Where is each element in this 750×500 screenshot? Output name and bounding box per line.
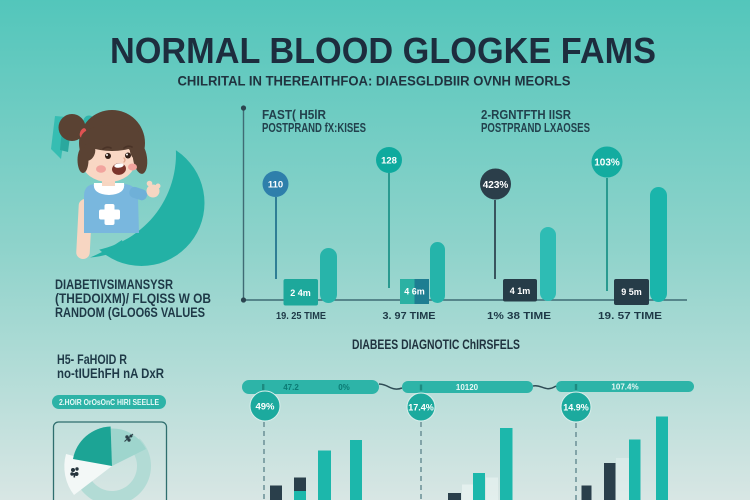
svg-text:19. 25 TIME: 19. 25 TIME bbox=[276, 310, 326, 322]
svg-text:19. 57 TIME: 19. 57 TIME bbox=[598, 310, 662, 322]
svg-text:no-tIUEhFH nA DxR: no-tIUEhFH nA DxR bbox=[57, 366, 164, 381]
svg-text:DIABEES DIAGNOTIC ChIRSFELS: DIABEES DIAGNOTIC ChIRSFELS bbox=[352, 336, 520, 352]
svg-text:17.4%: 17.4% bbox=[408, 403, 434, 413]
svg-text:NORMAL BLOOD GLOGKE FAMS: NORMAL BLOOD GLOGKE FAMS bbox=[110, 30, 656, 71]
svg-text:FAST( H5lR: FAST( H5lR bbox=[262, 108, 326, 122]
svg-text:RANDOM (GLOO6S VALUES: RANDOM (GLOO6S VALUES bbox=[55, 305, 205, 320]
svg-text:10120: 10120 bbox=[456, 383, 479, 392]
svg-text:423%: 423% bbox=[483, 180, 509, 191]
svg-text:4 6m: 4 6m bbox=[404, 287, 425, 297]
svg-text:0%: 0% bbox=[338, 383, 350, 392]
svg-text:103%: 103% bbox=[594, 158, 620, 169]
svg-text:9 5m: 9 5m bbox=[621, 287, 642, 297]
svg-text:110: 110 bbox=[268, 180, 283, 191]
svg-text:107.4%: 107.4% bbox=[611, 383, 638, 392]
svg-text:DIABETIVSIMANSYSR: DIABETIVSIMANSYSR bbox=[55, 277, 173, 292]
svg-text:(THEDOIXM)/ FLQISS W OB: (THEDOIXM)/ FLQISS W OB bbox=[55, 291, 211, 306]
svg-text:3. 97 TIME: 3. 97 TIME bbox=[383, 310, 436, 322]
svg-text:14.9%: 14.9% bbox=[563, 403, 589, 413]
svg-text:2 4m: 2 4m bbox=[290, 288, 311, 298]
svg-text:1% 38 TIME: 1% 38 TIME bbox=[487, 310, 551, 322]
svg-text:2.HOlR OrOsOnC HIRI SEELLE: 2.HOlR OrOsOnC HIRI SEELLE bbox=[59, 398, 160, 407]
svg-text:POSTPRAND LXAOSES: POSTPRAND LXAOSES bbox=[481, 121, 590, 135]
svg-text:47.2: 47.2 bbox=[283, 383, 299, 392]
svg-text:49%: 49% bbox=[255, 402, 275, 413]
svg-text:POSTPRAND fX:KISES: POSTPRAND fX:KISES bbox=[262, 121, 366, 135]
svg-text:CHILRITAL IN THEREAITHFOA: DIA: CHILRITAL IN THEREAITHFOA: DIAESGLDBIIR … bbox=[178, 74, 571, 89]
svg-text:2-RGNTFTH IISR: 2-RGNTFTH IISR bbox=[481, 108, 571, 122]
svg-text:H5- FaHOID R: H5- FaHOID R bbox=[57, 352, 127, 367]
svg-text:4 1m: 4 1m bbox=[510, 286, 531, 296]
svg-text:128: 128 bbox=[381, 156, 397, 167]
